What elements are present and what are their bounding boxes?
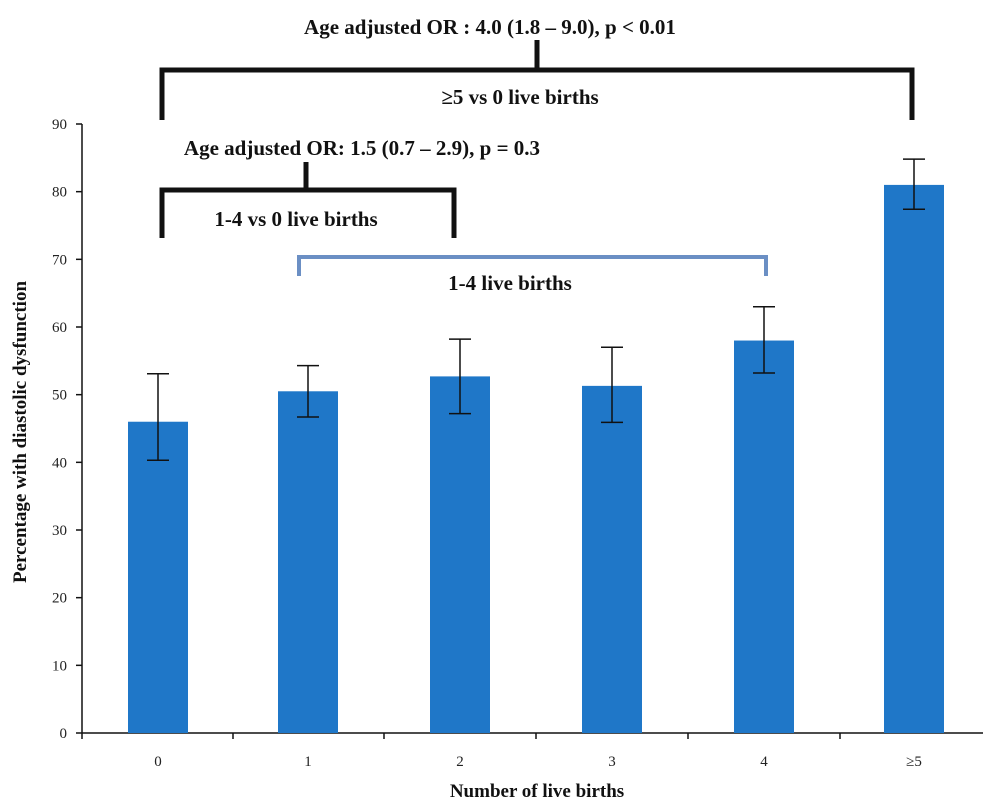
bar-0 (128, 421, 188, 733)
y-tick-label: 80 (52, 185, 67, 201)
annotation-blue-bracket-label: 1-4 live births (448, 271, 572, 295)
y-tick-label: 10 (52, 658, 67, 674)
y-tick-label: 30 (52, 523, 67, 539)
bar-3 (582, 385, 642, 733)
y-tick-label: 0 (60, 726, 68, 742)
x-tick-label: 0 (154, 754, 162, 770)
y-tick-label: 40 (52, 455, 67, 471)
annotation-top-or: Age adjusted OR : 4.0 (1.8 – 9.0), p < 0… (304, 15, 676, 39)
x-ticks: 0 1 2 3 4 ≥5 (81, 733, 922, 770)
x-tick-label: 4 (760, 754, 768, 770)
y-tick-label: 60 (52, 320, 67, 336)
y-tick-label: 20 (52, 591, 67, 607)
bar-4 (734, 340, 794, 733)
bracket-top (159, 40, 915, 120)
annotation-mid-bracket-label: 1-4 vs 0 live births (214, 207, 377, 231)
y-tick-label: 90 (52, 117, 67, 133)
bracket-blue (297, 255, 768, 276)
x-tick-label: 2 (456, 754, 464, 770)
bar-1 (278, 391, 338, 733)
bars (128, 184, 944, 733)
bar-2 (430, 376, 490, 733)
y-axis-title: Percentage with diastolic dysfunction (10, 281, 31, 583)
bracket-mid (159, 162, 457, 238)
bar-5 (884, 184, 944, 733)
x-tick-label: 1 (304, 754, 312, 770)
x-axis-title: Number of live births (450, 781, 624, 802)
y-ticks: 0 10 20 30 40 50 60 70 80 90 (52, 117, 82, 742)
y-tick-label: 70 (52, 252, 67, 268)
y-tick-label: 50 (52, 388, 67, 404)
annotation-mid-or: Age adjusted OR: 1.5 (0.7 – 2.9), p = 0.… (184, 136, 540, 160)
x-tick-label: 3 (608, 754, 616, 770)
annotation-top-bracket-label: ≥5 vs 0 live births (441, 85, 598, 109)
error-bars (147, 158, 925, 462)
x-tick-label: ≥5 (906, 754, 922, 770)
